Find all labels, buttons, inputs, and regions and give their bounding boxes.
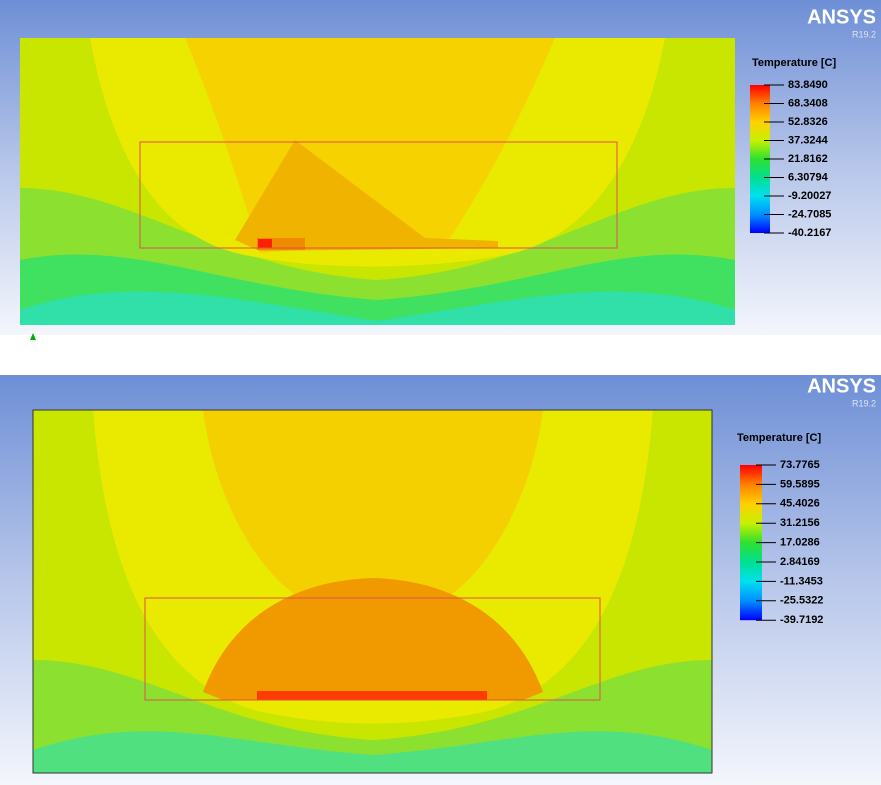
legend-label: 37.3244 <box>788 134 829 146</box>
logo: ANSYS <box>807 375 876 397</box>
legend-label: -9.20027 <box>788 190 831 202</box>
legend: 73.7765 59.5895 45.4026 31.2156 17.0286 2.841… <box>740 459 823 626</box>
version: R19.2 <box>852 398 876 408</box>
legend-label: 45.4026 <box>780 498 820 510</box>
legend-label: -40.2167 <box>788 227 831 239</box>
legend-label: 68.3408 <box>788 97 828 109</box>
panel: ANSYS R19.2 Temperature [C] 83.8490 68.34… <box>0 0 881 340</box>
legend-label: 73.7765 <box>780 459 820 471</box>
panel: ANSYS R19.2 Temperature [C] 73.7765 59.58… <box>0 375 881 785</box>
legend-label: -24.7085 <box>788 208 831 220</box>
legend-title: Temperature [C] <box>737 432 821 444</box>
legend-label: 21.8162 <box>788 153 828 165</box>
contour-plot <box>20 38 735 325</box>
legend-label: 52.8326 <box>788 116 828 128</box>
legend: 83.8490 68.3408 52.8326 37.3244 21.8162 6.307… <box>750 79 831 239</box>
contour-plot <box>32 409 713 774</box>
legend-label: 17.0286 <box>780 537 820 549</box>
legend-label: 31.2156 <box>780 517 820 529</box>
logo: ANSYS <box>807 6 876 28</box>
legend-label: -11.3453 <box>780 575 823 587</box>
legend-label: 59.5895 <box>780 478 820 490</box>
legend-label: 6.30794 <box>788 171 829 183</box>
legend-label: 2.84169 <box>780 556 820 568</box>
legend-label: 83.8490 <box>788 79 828 91</box>
version: R19.2 <box>852 29 876 39</box>
legend-label: -25.5322 <box>780 595 823 607</box>
legend-label: -39.7192 <box>780 614 823 626</box>
legend-title: Temperature [C] <box>752 57 836 69</box>
